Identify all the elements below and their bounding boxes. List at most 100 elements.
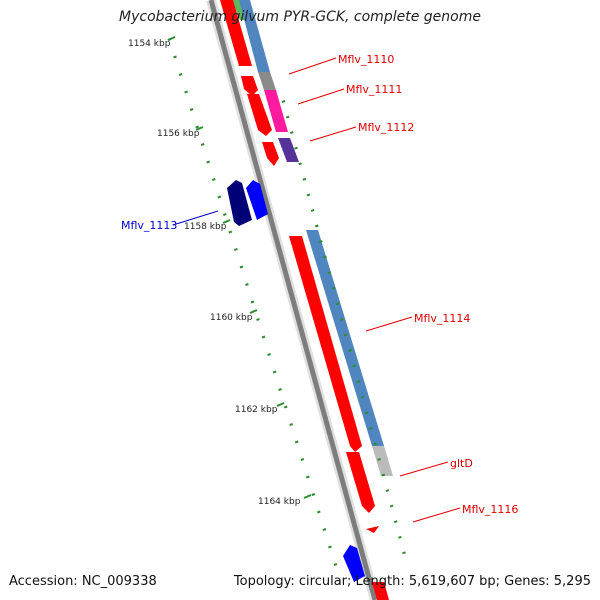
guide-dot [360,395,365,399]
guide-dot [261,335,266,339]
track-segment-gray [258,72,276,90]
guide-dot [328,545,332,549]
gene-label-mflv-1113[interactable]: Mflv_1113 [121,219,177,232]
genome-backbone [206,0,380,600]
major-tick [222,219,231,224]
guide-dot [381,473,386,477]
guide-dot [289,131,294,135]
guide-dot [283,405,288,409]
guide-dot [314,224,319,228]
major-tick [303,494,312,499]
gene-label-mflv-1114[interactable]: Mflv_1114 [414,312,470,325]
major-tick [167,36,176,41]
track-segment-steelblue [239,0,270,72]
guide-dot [305,475,310,479]
guide-dot [294,146,298,150]
cds-arrow-reverse [343,545,365,582]
cds-arrow [262,142,279,166]
tick-label: 1164 kbp [258,497,301,507]
tick-label: 1154 kbp [128,39,171,49]
guide-dot [298,162,302,166]
gene-label-mflv-1116[interactable]: Mflv_1116 [462,503,518,516]
guide-dot [393,520,398,524]
guide-dot [339,317,344,321]
guide-dot [335,302,340,306]
cds-arrow [247,94,272,136]
label-leader [172,210,219,226]
tick-label: 1158 kbp [184,222,227,232]
guide-dot [189,108,194,111]
major-tick [195,126,204,131]
guide-dot [389,504,394,508]
guide-dot [285,115,290,119]
guide-dot [306,193,311,197]
label-leader [288,57,337,75]
guide-dot [245,283,249,286]
guide-dot [234,248,238,251]
accession-text: Accession: NC_009338 [9,574,157,589]
label-leader [297,88,345,105]
guide-dot [228,230,233,234]
cds-arrow [366,526,379,533]
guide-dot [211,178,216,181]
guide-dot [200,143,205,146]
guide-dot [322,528,327,531]
guide-dots [167,38,406,566]
gene-label-mflv-1112[interactable]: Mflv_1112 [358,121,414,134]
guide-dot [302,177,307,181]
cds-features [220,0,389,600]
gene-label-mflv-1111[interactable]: Mflv_1111 [346,83,402,96]
feature-tracks [232,0,393,476]
tick-label: 1162 kbp [235,405,278,415]
guide-dot [368,426,373,430]
guide-dot [272,370,277,374]
guide-dot [316,510,321,514]
guide-dot [206,160,211,164]
major-tick [276,402,285,407]
label-leader [399,461,449,477]
guide-dot [364,411,369,415]
guide-dot [331,286,336,290]
cds-arrow-reverse [246,180,268,220]
guide-dot [402,551,406,555]
scale-ticks: 1154 kbp 1156 kbp 1158 kbp 1160 kbp 1162… [128,36,312,507]
guide-dot [343,333,348,337]
guide-dot [239,265,244,269]
gene-label-mflv-1110[interactable]: Mflv_1110 [338,53,394,66]
guide-dot [311,493,316,496]
guide-dot [184,90,188,94]
guide-dot [195,125,200,129]
guide-dot [319,240,323,244]
cds-arrow [372,582,389,600]
guide-dot [327,271,332,275]
guide-dot [385,489,390,493]
guide-dot [289,423,294,426]
guide-dot [348,349,352,352]
guide-dot [310,208,315,212]
label-leader [412,507,461,523]
track-segment-steelblue-long [306,230,384,446]
label-leader [365,316,413,332]
guide-dot [294,440,299,444]
guide-dot [356,380,361,384]
guide-dot [323,255,327,259]
track-segment-purple [278,138,299,162]
guide-dot [281,100,286,103]
guide-dot [333,563,338,566]
track-segment-magenta [264,90,288,132]
guide-dot [377,457,381,461]
guide-dot [300,458,305,461]
guide-dot [173,55,177,59]
guide-dot [222,213,227,216]
guide-dot [278,388,282,391]
tick-label: 1156 kbp [157,129,200,139]
gene-label-gltd[interactable]: gltD [450,457,473,470]
guide-dot [256,318,260,321]
cds-arrow [289,236,362,452]
map-title: Mycobacterium gilvum PYR-GCK, complete g… [119,9,481,25]
guide-dot [178,73,183,76]
cds-arrow [346,452,375,513]
topology-summary: Topology: circular; Length: 5,619,607 bp… [233,574,591,589]
label-leader [309,126,357,142]
